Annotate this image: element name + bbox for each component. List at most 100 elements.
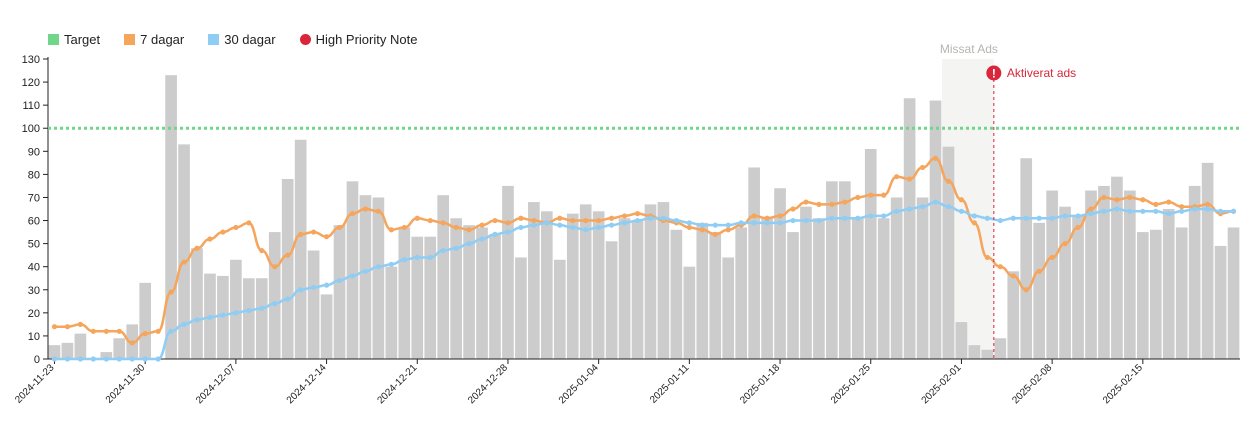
line-30-dagar-point[interactable] xyxy=(919,204,926,210)
line-7-dagar-point[interactable] xyxy=(505,220,511,226)
line-30-dagar-point[interactable] xyxy=(155,356,161,362)
line-30-dagar-point[interactable] xyxy=(1127,208,1133,214)
line-30-dagar-point[interactable] xyxy=(531,222,537,228)
line-30-dagar-point[interactable] xyxy=(1010,215,1016,221)
line-30-dagar-point[interactable] xyxy=(621,220,628,226)
bar[interactable] xyxy=(281,179,294,359)
line-7-dagar-point[interactable] xyxy=(583,217,589,224)
bar[interactable] xyxy=(942,146,955,359)
bar[interactable] xyxy=(100,352,113,359)
line-7-dagar-point[interactable] xyxy=(103,328,109,334)
line-30-dagar-point[interactable] xyxy=(634,217,641,224)
line-7-dagar-point[interactable] xyxy=(829,201,835,207)
bar[interactable] xyxy=(1124,190,1136,359)
bar[interactable] xyxy=(1188,185,1201,359)
line-30-dagar-point[interactable] xyxy=(764,220,770,226)
bar[interactable] xyxy=(372,197,385,359)
legend-item-d7[interactable]: 7 dagar xyxy=(124,32,184,47)
line-7-dagar-point[interactable] xyxy=(207,236,213,242)
bar[interactable] xyxy=(761,218,773,359)
line-30-dagar-point[interactable] xyxy=(777,220,783,226)
bar[interactable] xyxy=(644,204,657,359)
line-7-dagar-point[interactable] xyxy=(621,213,628,219)
line-30-dagar-point[interactable] xyxy=(1049,215,1055,221)
bar[interactable] xyxy=(670,229,683,359)
bar[interactable] xyxy=(1007,271,1020,359)
line-7-dagar-point[interactable] xyxy=(699,227,705,233)
bar[interactable] xyxy=(877,218,890,359)
alert-icon[interactable] xyxy=(986,65,1002,81)
line-7-dagar-point[interactable] xyxy=(777,213,783,219)
line-30-dagar-point[interactable] xyxy=(466,241,472,247)
line-30-dagar-point[interactable] xyxy=(116,356,122,362)
legend-item-target[interactable]: Target xyxy=(48,32,100,47)
line-7-dagar-point[interactable] xyxy=(259,247,265,254)
line-7-dagar-point[interactable] xyxy=(90,328,96,334)
line-30-dagar-point[interactable] xyxy=(816,217,822,224)
bar[interactable] xyxy=(359,195,372,359)
line-30-dagar-point[interactable] xyxy=(1179,208,1185,214)
line-30-dagar-point[interactable] xyxy=(790,217,796,224)
line-7-dagar-point[interactable] xyxy=(64,324,71,330)
line-30-dagar-point[interactable] xyxy=(349,273,356,279)
line-30-dagar-point[interactable] xyxy=(868,213,874,219)
bar[interactable] xyxy=(450,218,462,359)
line-30-dagar-point[interactable] xyxy=(1217,208,1224,214)
line-7-dagar-point[interactable] xyxy=(233,224,239,231)
bar[interactable] xyxy=(618,218,631,359)
bar[interactable] xyxy=(320,294,333,359)
line-30-dagar-point[interactable] xyxy=(181,321,187,327)
line-7-dagar-point[interactable] xyxy=(1140,197,1146,203)
bar[interactable] xyxy=(1033,222,1046,359)
bar[interactable] xyxy=(1227,227,1240,359)
bar[interactable] xyxy=(1059,206,1071,359)
line-30-dagar-point[interactable] xyxy=(725,222,731,228)
line-7-dagar-point[interactable] xyxy=(492,217,498,224)
line-7-dagar-point[interactable] xyxy=(440,220,446,226)
line-30-dagar-point[interactable] xyxy=(570,224,576,231)
bar[interactable] xyxy=(333,225,346,359)
bar[interactable] xyxy=(1136,232,1149,359)
line-30-dagar-point[interactable] xyxy=(1230,208,1237,214)
bar[interactable] xyxy=(955,322,968,359)
line-7-dagar-point[interactable] xyxy=(453,224,459,231)
line-7-dagar-point[interactable] xyxy=(1166,199,1172,205)
line-7-dagar-point[interactable] xyxy=(311,229,317,235)
bar[interactable] xyxy=(411,236,424,359)
line-7-dagar-point[interactable] xyxy=(246,220,252,226)
bar[interactable] xyxy=(683,266,696,359)
line-7-dagar-point[interactable] xyxy=(531,217,537,224)
line-7-dagar-point[interactable] xyxy=(816,201,822,207)
line-7-dagar-point[interactable] xyxy=(971,220,977,226)
line-30-dagar-point[interactable] xyxy=(1192,206,1198,212)
bar[interactable] xyxy=(748,167,760,359)
bar[interactable] xyxy=(74,333,87,359)
line-30-dagar-point[interactable] xyxy=(129,356,135,362)
line-7-dagar-point[interactable] xyxy=(466,227,472,233)
bar[interactable] xyxy=(139,282,152,359)
line-30-dagar-point[interactable] xyxy=(596,224,602,231)
line-7-dagar-point[interactable] xyxy=(129,340,135,346)
bar[interactable] xyxy=(592,211,605,359)
line-30-dagar-point[interactable] xyxy=(583,227,589,233)
line-30-dagar-point[interactable] xyxy=(647,215,654,221)
line-30-dagar-point[interactable] xyxy=(375,264,381,270)
line-30-dagar-point[interactable] xyxy=(492,231,498,237)
line-7-dagar-point[interactable] xyxy=(1075,224,1081,231)
line-7-dagar-point[interactable] xyxy=(1010,273,1016,279)
bar[interactable] xyxy=(890,197,903,359)
line-30-dagar-point[interactable] xyxy=(427,254,433,261)
bar[interactable] xyxy=(463,225,475,359)
line-30-dagar-point[interactable] xyxy=(233,310,239,316)
line-7-dagar-point[interactable] xyxy=(790,206,796,212)
line-30-dagar-point[interactable] xyxy=(1101,208,1107,214)
bar[interactable] xyxy=(709,232,722,359)
line-30-dagar-point[interactable] xyxy=(285,296,291,302)
bar[interactable] xyxy=(916,197,929,359)
line-30-dagar-point[interactable] xyxy=(51,356,58,362)
line-30-dagar-point[interactable] xyxy=(220,312,226,318)
line-30-dagar-point[interactable] xyxy=(103,356,109,362)
bar[interactable] xyxy=(657,202,670,359)
line-7-dagar-point[interactable] xyxy=(712,231,718,237)
line-7-dagar-point[interactable] xyxy=(764,215,770,221)
